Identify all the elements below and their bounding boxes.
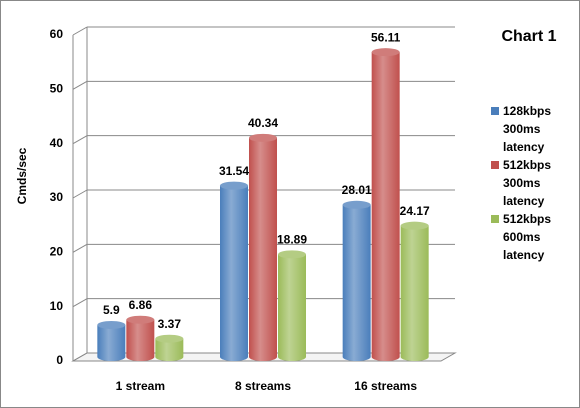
value-label: 40.34 bbox=[248, 116, 278, 130]
legend-label: 512kbps 600ms latency bbox=[503, 212, 552, 262]
bar-top bbox=[371, 48, 400, 57]
bar-top bbox=[155, 334, 184, 343]
x-tick-label: 8 streams bbox=[235, 379, 291, 393]
y-tick-label: 0 bbox=[56, 353, 63, 367]
bar bbox=[249, 137, 277, 361]
grid-line-side bbox=[72, 80, 88, 90]
value-label: 56.11 bbox=[371, 30, 401, 44]
y-tick-label: 30 bbox=[50, 190, 64, 204]
value-label: 31.54 bbox=[219, 164, 249, 178]
value-label: 6.86 bbox=[129, 298, 153, 312]
y-tick-label: 10 bbox=[50, 299, 64, 313]
value-label: 3.37 bbox=[158, 317, 182, 331]
bar-top bbox=[278, 250, 306, 259]
bar bbox=[220, 185, 248, 361]
grid-line-side bbox=[72, 135, 88, 145]
bar-top bbox=[220, 181, 248, 190]
chart-title: Chart 1 bbox=[501, 28, 556, 45]
grid-line-side bbox=[72, 352, 88, 362]
x-tick-label: 1 stream bbox=[116, 379, 165, 393]
y-tick-label: 50 bbox=[50, 82, 64, 96]
value-label: 24.17 bbox=[400, 204, 430, 218]
bar bbox=[278, 254, 306, 361]
bar bbox=[342, 204, 371, 361]
legend-swatch bbox=[491, 161, 499, 169]
y-axis-label: Cmds/sec bbox=[15, 147, 29, 204]
bar-top bbox=[126, 315, 155, 324]
legend-label: 128kbps 300ms latency bbox=[503, 104, 552, 154]
legend-swatch bbox=[491, 107, 499, 115]
bar bbox=[400, 225, 429, 361]
bar bbox=[371, 52, 400, 361]
value-label: 28.01 bbox=[342, 183, 372, 197]
bar bbox=[126, 319, 155, 361]
x-tick-label: 16 streams bbox=[354, 379, 417, 393]
bar bbox=[97, 324, 126, 361]
y-tick-label: 60 bbox=[50, 27, 64, 41]
grid-line-side bbox=[72, 26, 88, 36]
bar-top bbox=[342, 200, 371, 209]
legend-label: 512kbps 300ms latency bbox=[503, 158, 552, 208]
bar-top bbox=[249, 133, 277, 142]
grid-line-side bbox=[72, 298, 88, 308]
value-label: 18.89 bbox=[277, 233, 307, 247]
y-tick-label: 40 bbox=[50, 136, 64, 150]
grid-line-side bbox=[72, 243, 88, 253]
bar-top bbox=[400, 221, 429, 230]
legend-swatch bbox=[491, 215, 499, 223]
bar bbox=[155, 338, 184, 361]
grid-line-side bbox=[72, 189, 88, 199]
bar-top bbox=[97, 320, 126, 329]
y-tick-label: 20 bbox=[50, 245, 64, 259]
value-label: 5.9 bbox=[103, 303, 120, 317]
